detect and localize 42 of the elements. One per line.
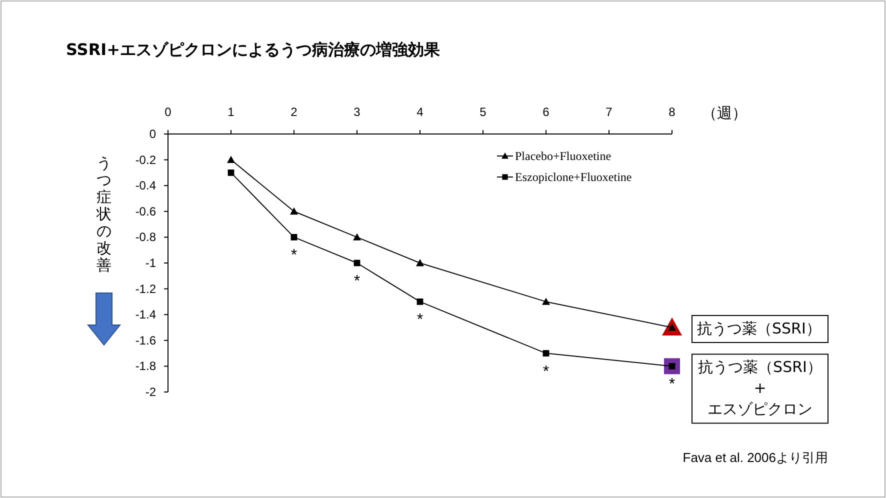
x-axis-title: （週） xyxy=(702,104,747,122)
point xyxy=(290,234,298,240)
x-tick-label: 6 xyxy=(542,105,550,119)
y-tick-label: 0 xyxy=(149,127,156,141)
x-tick-label: 0 xyxy=(164,105,172,119)
annotation: * xyxy=(542,363,550,380)
x-tick-label: 4 xyxy=(416,105,424,119)
chart-title: SSRI+エスゾピクロンによるうつ病治療の増強効果 xyxy=(66,40,442,59)
point xyxy=(290,207,298,215)
y-tick-label: -1 xyxy=(145,256,156,270)
point xyxy=(542,298,550,305)
x-tick-label: 3 xyxy=(354,105,361,119)
point xyxy=(228,170,234,176)
x-tick-label: 7 xyxy=(606,105,613,119)
x-tick-label: 8 xyxy=(668,105,676,119)
x-tick-label: 2 xyxy=(290,105,298,119)
annotation: * xyxy=(668,376,676,394)
legend-label: Eszopiclone+Fluoxetine xyxy=(515,170,632,184)
y-tick-label: -0.4 xyxy=(135,178,156,193)
y-tick-label: -1.2 xyxy=(135,282,156,296)
y-tick-label: -0.8 xyxy=(135,230,156,244)
y-tick-label: -2 xyxy=(145,385,156,399)
point xyxy=(416,298,424,305)
x-tick-label: 5 xyxy=(480,105,487,119)
y-axis-title: うつ症状の改善 xyxy=(96,154,112,274)
annotation: 抗うつ薬（SSRI） + エスゾピクロン xyxy=(698,358,822,418)
y-tick-label: -1.6 xyxy=(135,333,156,348)
legend-label: Placebo+Fluoxetine xyxy=(515,149,612,163)
point xyxy=(542,350,550,356)
point xyxy=(353,233,361,240)
y-tick-label: -1.4 xyxy=(135,308,156,322)
text: Fava et al. 2006より引用 xyxy=(682,450,828,465)
annotation: * xyxy=(416,312,424,329)
annotation: * xyxy=(354,273,360,290)
annotation: 抗うつ薬（SSRI） xyxy=(697,320,821,338)
point xyxy=(416,259,424,266)
x-tick-label: 1 xyxy=(228,105,235,119)
y-tick-label: -0.6 xyxy=(135,204,156,218)
annotation: * xyxy=(290,247,298,264)
y-tick-label: -0.2 xyxy=(135,152,156,167)
y-tick-label: -1.8 xyxy=(135,359,156,374)
point xyxy=(227,156,235,163)
